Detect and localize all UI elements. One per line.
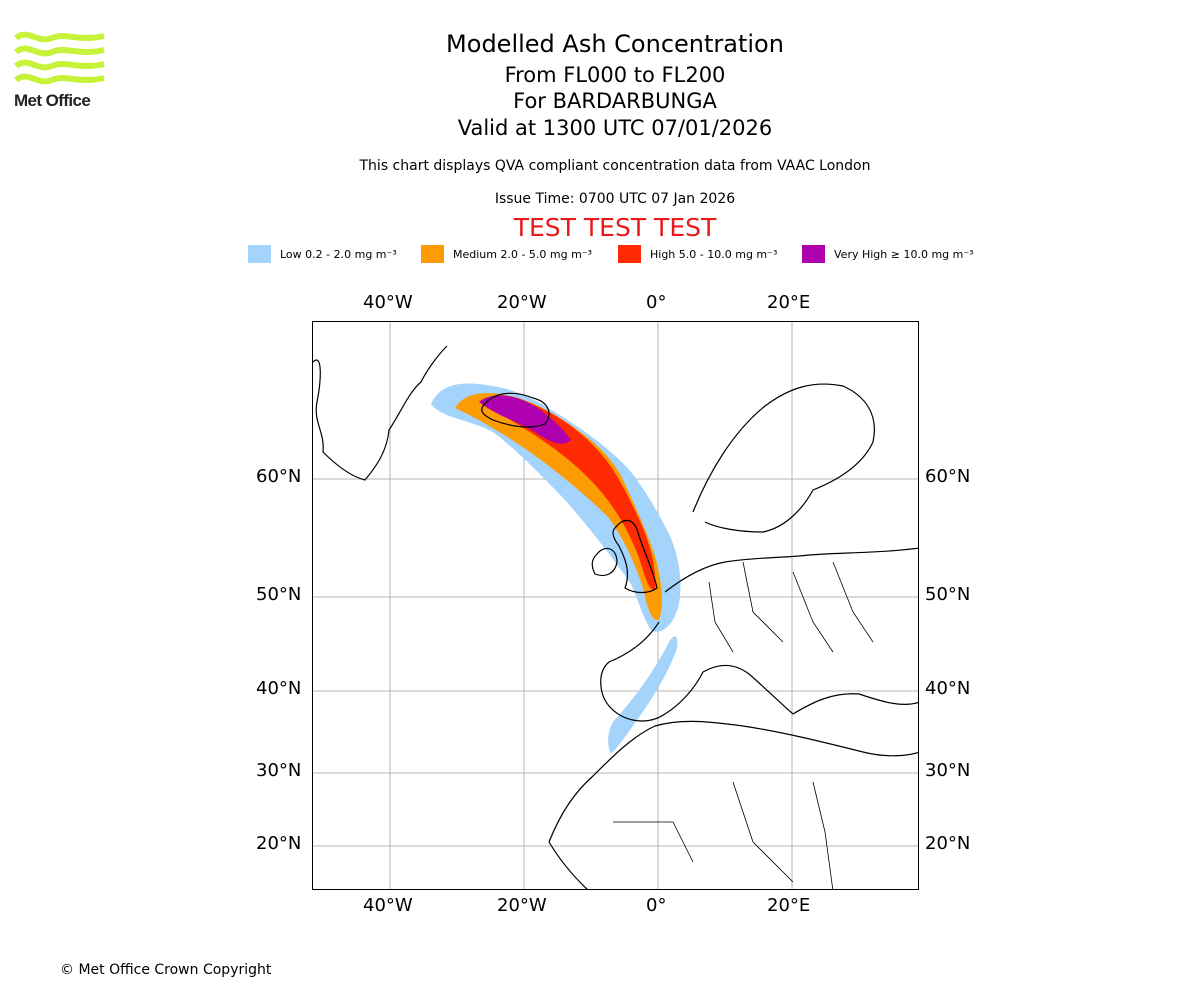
lon-label-bottom-20w: 20°W — [497, 895, 547, 916]
legend-item-high: High 5.0 - 10.0 mg m⁻³ — [618, 244, 777, 264]
volcano-name: For BARDARBUNGA — [513, 89, 717, 113]
map-canvas — [313, 322, 918, 889]
lat-label-right-30n: 30°N — [925, 760, 971, 781]
ash-plume-very-high — [479, 395, 571, 444]
legend-item-very-high: Very High ≥ 10.0 mg m⁻³ — [802, 244, 974, 264]
lat-label-left-30n: 30°N — [256, 760, 302, 781]
met-office-wave-icon — [14, 31, 105, 85]
lon-label-top-20e: 20°E — [767, 292, 811, 313]
legend-swatch-high — [618, 245, 641, 263]
test-banner: TEST TEST TEST — [513, 213, 717, 242]
country-borders — [613, 561, 874, 889]
legend-swatch-very-high — [802, 245, 825, 263]
chart-title: Modelled Ash Concentration — [446, 30, 784, 58]
graticule — [313, 322, 918, 889]
legend-label-high: High 5.0 - 10.0 mg m⁻³ — [650, 247, 778, 261]
coastlines — [313, 345, 918, 889]
lat-label-right-20n: 20°N — [925, 833, 971, 854]
lon-label-bottom-0: 0° — [646, 895, 667, 916]
copyright-notice: © Met Office Crown Copyright — [60, 962, 272, 978]
logo-text: Met Office — [14, 91, 91, 110]
ash-map — [312, 321, 919, 890]
lat-label-right-60n: 60°N — [925, 466, 971, 487]
lat-label-left-50n: 50°N — [256, 584, 302, 605]
legend-label-medium: Medium 2.0 - 5.0 mg m⁻³ — [453, 247, 593, 261]
legend-item-medium: Medium 2.0 - 5.0 mg m⁻³ — [421, 244, 592, 264]
issue-time: Issue Time: 0700 UTC 07 Jan 2026 — [494, 191, 736, 207]
lat-label-right-40n: 40°N — [925, 678, 971, 699]
legend-item-low: Low 0.2 - 2.0 mg m⁻³ — [248, 244, 397, 264]
legend-label-low: Low 0.2 - 2.0 mg m⁻³ — [280, 247, 397, 261]
ash-plume-high — [483, 397, 656, 591]
lon-label-bottom-20e: 20°E — [767, 895, 811, 916]
lon-label-top-40w: 40°W — [363, 292, 413, 313]
lat-label-left-20n: 20°N — [256, 833, 302, 854]
legend: Low 0.2 - 2.0 mg m⁻³ Medium 2.0 - 5.0 mg… — [0, 244, 1200, 264]
lon-label-top-20w: 20°W — [497, 292, 547, 313]
lat-label-left-40n: 40°N — [256, 678, 302, 699]
legend-swatch-low — [248, 245, 271, 263]
legend-swatch-medium — [421, 245, 444, 263]
met-office-logo: Met Office — [14, 30, 106, 112]
valid-time: Valid at 1300 UTC 07/01/2026 — [457, 116, 773, 140]
lat-label-right-50n: 50°N — [925, 584, 971, 605]
chart-description: This chart displays QVA compliant concen… — [359, 158, 871, 174]
flight-level-range: From FL000 to FL200 — [504, 63, 726, 87]
lon-label-top-0: 0° — [646, 292, 667, 313]
lat-label-left-60n: 60°N — [256, 466, 302, 487]
lon-label-bottom-40w: 40°W — [363, 895, 413, 916]
legend-label-very-high: Very High ≥ 10.0 mg m⁻³ — [834, 247, 974, 261]
